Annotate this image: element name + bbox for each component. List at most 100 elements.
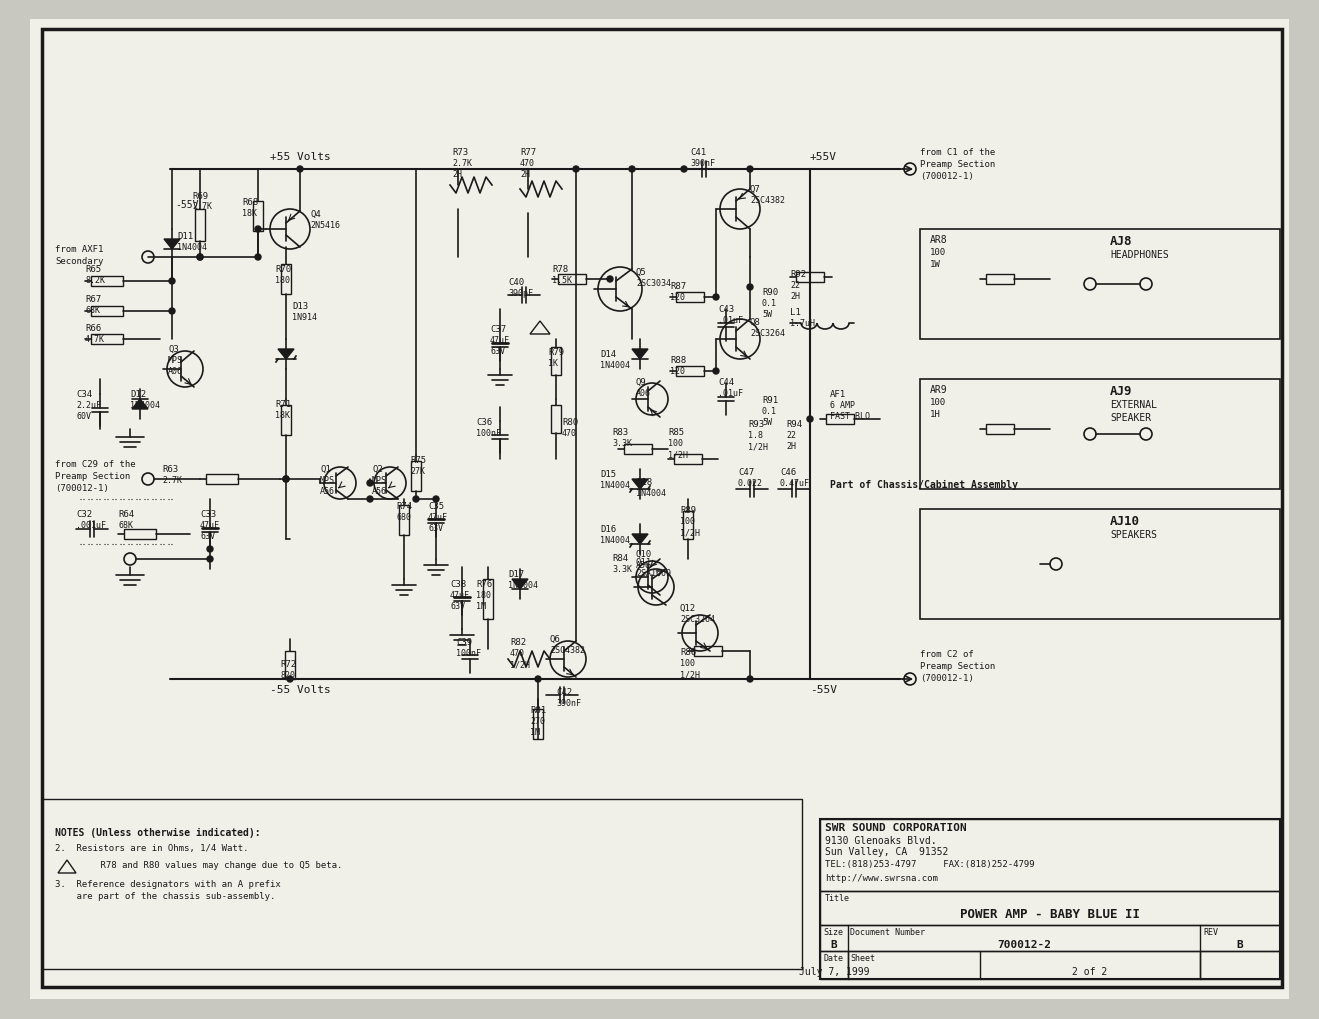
Bar [551,406,561,433]
Text: Document Number: Document Number [849,927,925,936]
Circle shape [207,556,212,562]
Text: 2H: 2H [790,291,801,301]
Bar [551,347,561,376]
Text: 8.2K: 8.2K [84,276,106,284]
Bar [683,512,692,539]
Bar [795,273,824,282]
Bar [677,292,704,303]
Circle shape [747,284,753,290]
Text: 120: 120 [670,367,685,376]
Text: Preamp Section: Preamp Section [919,160,996,169]
Circle shape [1084,429,1096,440]
Text: MPS: MPS [372,476,386,484]
Text: C44: C44 [718,378,735,386]
Text: SPEAKERS: SPEAKERS [1111,530,1157,539]
Text: R93: R93 [748,420,764,429]
Text: 1/2H: 1/2H [681,528,700,536]
Text: 1/2H: 1/2H [667,449,689,459]
Text: 270: 270 [530,716,545,726]
Text: R65: R65 [84,265,102,274]
Text: R73: R73 [452,148,468,157]
Text: C36: C36 [476,418,492,427]
Circle shape [433,496,439,502]
Text: Part of Chassis/Cabinet Assembly: Part of Chassis/Cabinet Assembly [830,480,1018,489]
Text: .01uF: .01uF [718,388,743,397]
Circle shape [1050,558,1062,571]
Text: 470: 470 [520,159,536,168]
Text: 1H: 1H [930,410,940,419]
Text: 180: 180 [476,590,491,599]
Text: 2N5416: 2N5416 [310,221,340,229]
Text: HEADPHONES: HEADPHONES [1111,250,1169,260]
Text: A56: A56 [636,560,652,570]
Text: D12: D12 [131,389,146,398]
Circle shape [607,277,613,282]
Text: 3.3K: 3.3K [612,438,632,447]
Circle shape [536,677,541,683]
Polygon shape [278,350,294,360]
Bar [91,277,123,286]
Text: R67: R67 [84,294,102,304]
Text: C32: C32 [77,510,92,519]
Text: 18K: 18K [274,411,290,420]
Text: Sun Valley, CA  91352: Sun Valley, CA 91352 [824,846,948,856]
Polygon shape [164,239,179,250]
Text: D15: D15 [600,470,616,479]
Text: from C2 of: from C2 of [919,649,973,658]
Text: from C29 of the: from C29 of the [55,460,136,469]
Text: 68K: 68K [84,306,100,315]
Text: +55V: +55V [810,152,838,162]
Bar [253,202,262,231]
Text: C34: C34 [77,389,92,398]
Text: 2H: 2H [520,170,530,178]
Text: 3.3K: 3.3K [612,565,632,574]
Polygon shape [632,480,648,489]
Bar [483,580,493,620]
Circle shape [297,167,303,173]
Bar [919,510,1279,620]
Text: AJ10: AJ10 [1111,515,1140,528]
Bar [624,444,652,454]
Text: R94: R94 [786,420,802,429]
Text: Sheet: Sheet [849,953,874,962]
Text: 47uF: 47uF [200,521,220,530]
Text: 1K: 1K [547,359,558,368]
Text: -55V: -55V [175,200,198,210]
Bar [124,530,156,539]
Text: Secondary: Secondary [55,257,103,266]
Text: Q4: Q4 [310,210,321,219]
Text: 100: 100 [681,517,695,526]
Text: R74: R74 [396,501,412,511]
Bar [820,892,1279,925]
Text: R66: R66 [84,324,102,332]
Text: R83: R83 [612,428,628,436]
Circle shape [288,677,293,683]
Text: 63V: 63V [200,532,215,540]
Bar [987,275,1014,284]
Text: R85: R85 [667,428,685,436]
Text: 180: 180 [274,276,290,284]
Text: 63V: 63V [450,601,466,610]
Text: 6 AMP: 6 AMP [830,400,855,410]
Circle shape [169,309,175,315]
Text: R78: R78 [551,265,568,274]
Text: Q10: Q10 [636,549,652,558]
Text: AF1: AF1 [830,389,845,398]
Bar [558,275,586,284]
Text: 390nF: 390nF [557,698,580,707]
Text: R76: R76 [476,580,492,588]
Text: FAST BLO: FAST BLO [830,412,871,421]
Text: D17: D17 [508,570,524,579]
Text: .01uF: .01uF [718,316,743,325]
Text: (700012-1): (700012-1) [55,484,108,492]
Text: REV: REV [1203,927,1217,936]
Circle shape [255,227,261,232]
Bar [919,380,1279,489]
Polygon shape [512,580,528,589]
Text: R78 and R80 values may change due to Q5 beta.: R78 and R80 values may change due to Q5 … [79,860,343,869]
Text: R87: R87 [670,281,686,290]
Text: 1N4004: 1N4004 [600,535,630,544]
Text: 1.7uH: 1.7uH [790,319,815,328]
Circle shape [572,167,579,173]
Text: .001uF: .001uF [77,521,106,530]
